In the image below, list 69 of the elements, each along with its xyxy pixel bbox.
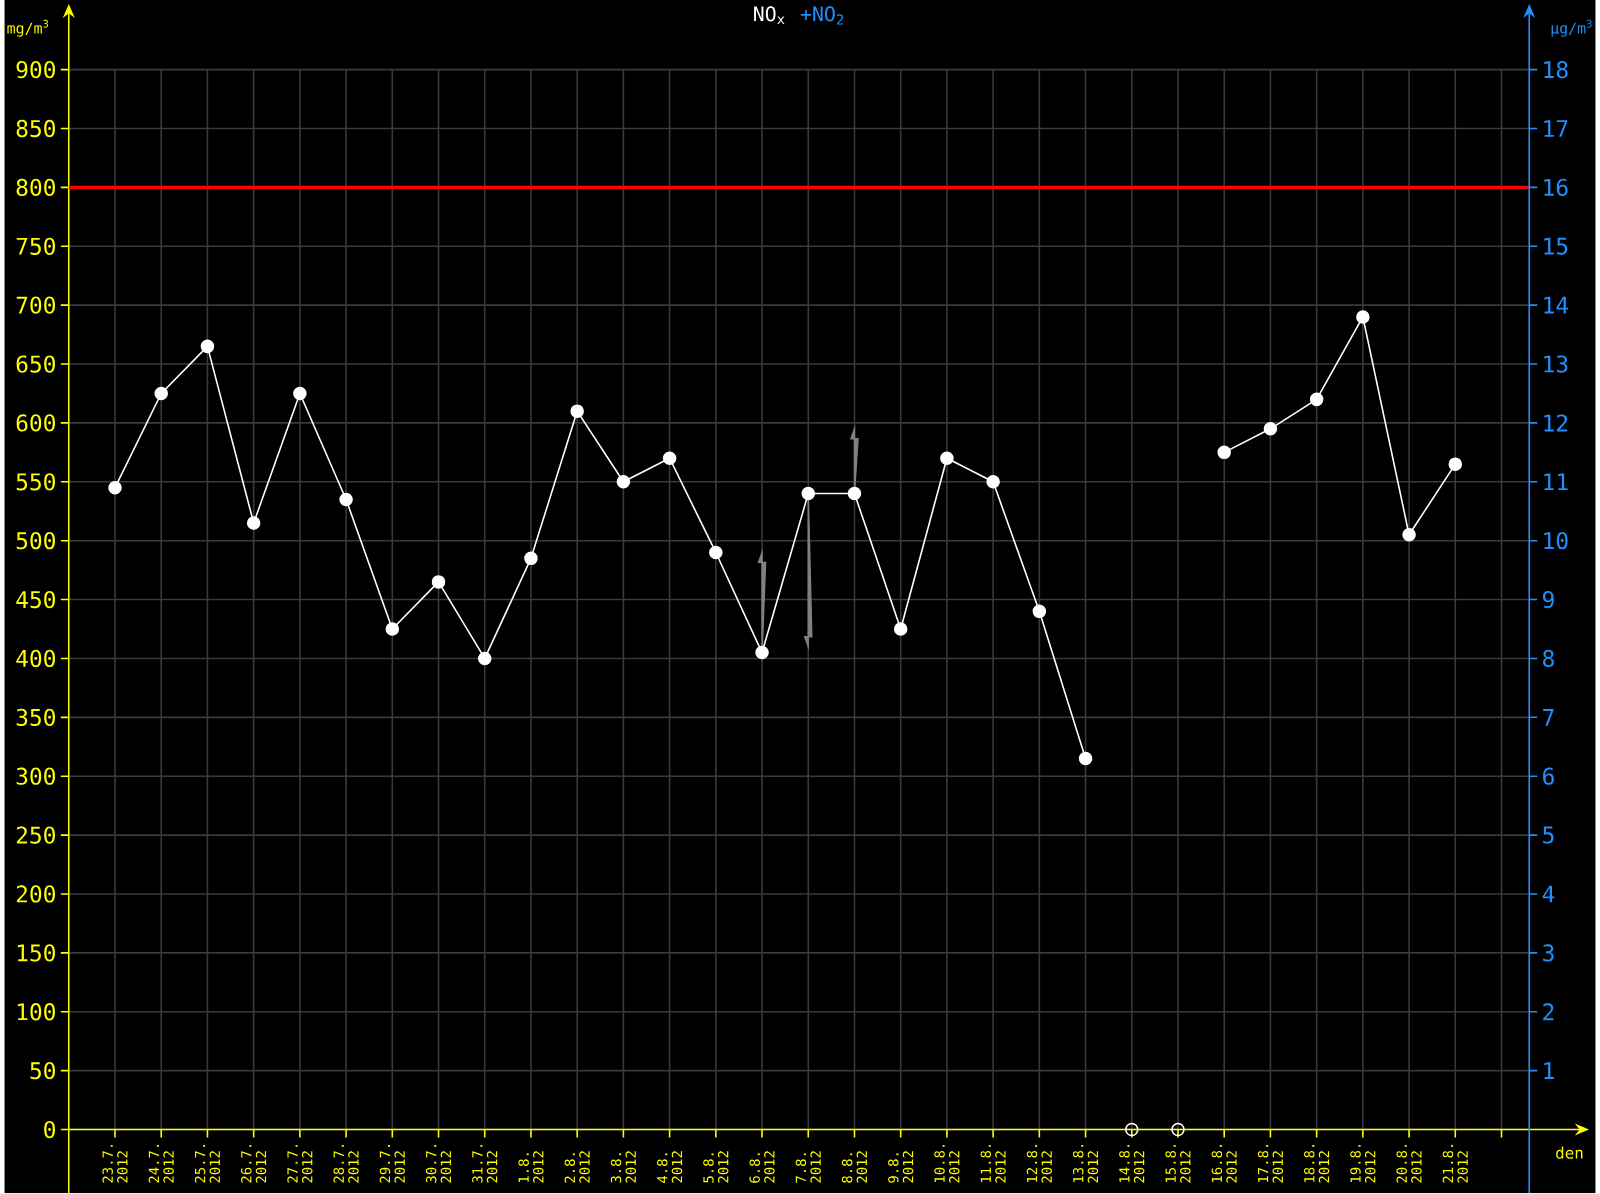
y2-tick-label: 5: [1543, 827, 1554, 844]
y2-tick-label: 4: [1542, 886, 1555, 903]
y2-tick-label: 9: [1542, 591, 1554, 609]
point: [154, 387, 168, 401]
point: [1356, 310, 1370, 325]
y-tick-label: 900: [16, 61, 55, 79]
point: [200, 340, 215, 354]
y-tick-label: 350: [16, 709, 55, 727]
point: [847, 487, 862, 501]
y-tick-label: 100: [17, 1003, 55, 1021]
y2-tick-label: 10: [1544, 532, 1568, 550]
y2-tick-label: 13: [1544, 355, 1568, 374]
y2-tick-label: 6: [1543, 767, 1554, 786]
y2-tick-label: 2: [1543, 1003, 1554, 1021]
y-tick-label: 600: [16, 414, 55, 432]
legend-label: +NO$_{2}$: [800, 6, 844, 25]
y2-tick-label: 3: [1543, 944, 1554, 962]
point: [1125, 1123, 1139, 1137]
y2-tick-label: 1: [1544, 1062, 1554, 1080]
y2-tick-label: 7: [1543, 709, 1554, 727]
point: [1078, 752, 1093, 766]
y-tick-label: 750: [16, 238, 55, 256]
point: [986, 475, 1000, 489]
y-tick-label: 0: [44, 1121, 55, 1139]
y-tick-label: 400: [16, 650, 55, 668]
point: [1448, 457, 1463, 472]
y-tick-label: 150: [17, 944, 55, 962]
y2-tick-label: 15: [1544, 238, 1568, 256]
point: [709, 546, 723, 560]
point: [1402, 528, 1416, 542]
y-tick-label: 850: [16, 120, 55, 138]
point: [477, 652, 492, 666]
point: [570, 404, 584, 419]
point: [616, 475, 631, 489]
point: [801, 487, 816, 501]
point: [940, 451, 954, 466]
point: [385, 622, 400, 637]
y-tick-label: 450: [16, 591, 55, 609]
point: [339, 493, 353, 507]
point: [431, 575, 446, 590]
point: [755, 646, 769, 660]
point: [108, 481, 122, 495]
point: [293, 387, 307, 401]
y-tick-label: 650: [16, 355, 55, 374]
point: [524, 551, 538, 566]
point: [1309, 393, 1324, 407]
y-tick-label: 800: [16, 179, 55, 197]
point: [1171, 1123, 1185, 1137]
y2-tick-label: 8: [1543, 650, 1554, 668]
text: NO$_{x}$: [754, 6, 785, 25]
point: [246, 516, 261, 531]
y-tick-label: 300: [16, 767, 55, 786]
y-tick-label: 250: [16, 826, 55, 845]
point: [1263, 422, 1278, 436]
y-tick-label: 200: [16, 885, 55, 904]
y-tick-label: 700: [16, 296, 55, 315]
y2-tick-label: 16: [1544, 179, 1568, 197]
y-tick-label: 500: [16, 532, 55, 550]
y-tick-label: 50: [30, 1062, 55, 1080]
point: [1032, 604, 1047, 619]
point: [1217, 446, 1231, 460]
point: [893, 622, 908, 637]
y2-tick-label: 18: [1544, 61, 1568, 79]
y-tick-label: 550: [16, 473, 55, 491]
y2-tick-label: 17: [1544, 120, 1568, 138]
y2-tick-label: 14: [1544, 297, 1569, 314]
y2-tick-label: 11: [1544, 473, 1568, 491]
point: [662, 451, 677, 466]
y2-tick-label: 12: [1544, 414, 1568, 432]
